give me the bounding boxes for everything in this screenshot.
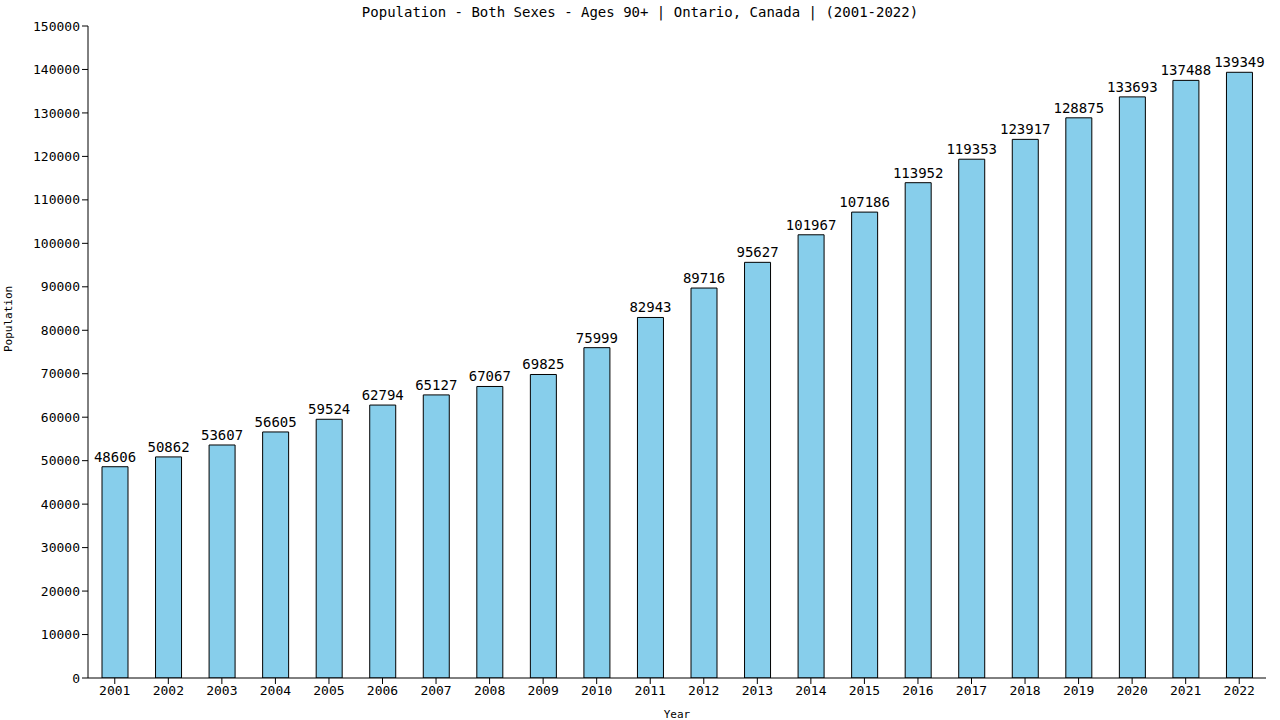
- html-text:Population - Both Sexes - Ages: Population - Both Sexes - Ages 90+ | Ont…: [361, 4, 919, 20]
- svg-text:2001: 2001: [99, 683, 130, 698]
- svg-text:60000: 60000: [41, 410, 80, 425]
- svg-text:2006: 2006: [367, 683, 398, 698]
- svg-text:0: 0: [72, 671, 80, 686]
- svg-text:48606: 48606: [94, 449, 136, 465]
- svg-text:140000: 140000: [33, 62, 80, 77]
- svg-text:113952: 113952: [893, 165, 944, 181]
- svg-text:67067: 67067: [469, 368, 511, 384]
- svg-text:150000: 150000: [33, 19, 80, 34]
- svg-text:123917: 123917: [1000, 121, 1051, 137]
- svg-text:90000: 90000: [41, 279, 80, 294]
- svg-text:2022: 2022: [1224, 683, 1255, 698]
- svg-text:53607: 53607: [201, 427, 243, 443]
- svg-text:50000: 50000: [41, 453, 80, 468]
- svg-text:139349: 139349: [1214, 54, 1265, 70]
- svg-text:119353: 119353: [946, 141, 997, 157]
- svg-text:2021: 2021: [1170, 683, 1201, 698]
- svg-text:2007: 2007: [420, 683, 451, 698]
- svg-text:137488: 137488: [1161, 62, 1212, 78]
- svg-text:101967: 101967: [786, 217, 837, 233]
- svg-text:2002: 2002: [153, 683, 184, 698]
- svg-text:40000: 40000: [41, 497, 80, 512]
- svg-text:2004: 2004: [260, 683, 291, 698]
- svg-text:2005: 2005: [313, 683, 344, 698]
- svg-text:62794: 62794: [362, 387, 404, 403]
- svg-text:2003: 2003: [206, 683, 237, 698]
- svg-text:95627: 95627: [736, 244, 778, 260]
- svg-text:2013: 2013: [742, 683, 773, 698]
- svg-text:107186: 107186: [839, 194, 890, 210]
- svg-text:2015: 2015: [849, 683, 880, 698]
- svg-text:2008: 2008: [474, 683, 505, 698]
- svg-text:2009: 2009: [527, 683, 558, 698]
- svg-text:75999: 75999: [576, 330, 618, 346]
- svg-text:130000: 130000: [33, 106, 80, 121]
- svg-text:59524: 59524: [308, 401, 350, 417]
- svg-text:50862: 50862: [147, 439, 189, 455]
- svg-text:2019: 2019: [1063, 683, 1094, 698]
- svg-text:2018: 2018: [1009, 683, 1040, 698]
- svg-text:2017: 2017: [956, 683, 987, 698]
- svg-text:80000: 80000: [41, 323, 80, 338]
- svg-text:Year: Year: [664, 708, 691, 720]
- svg-text:Population: Population: [8, 286, 15, 352]
- svg-text:82943: 82943: [629, 299, 671, 315]
- svg-text:69825: 69825: [522, 356, 564, 372]
- svg-text:30000: 30000: [41, 540, 80, 555]
- svg-text:2014: 2014: [795, 683, 826, 698]
- svg-text:65127: 65127: [415, 377, 457, 393]
- svg-text:2010: 2010: [581, 683, 612, 698]
- svg-text:56605: 56605: [255, 414, 297, 430]
- svg-text:2011: 2011: [635, 683, 666, 698]
- svg-text:120000: 120000: [33, 149, 80, 164]
- svg-text:128875: 128875: [1054, 100, 1105, 116]
- svg-text:2020: 2020: [1116, 683, 1147, 698]
- svg-text:89716: 89716: [683, 270, 725, 286]
- svg-text:100000: 100000: [33, 236, 80, 251]
- svg-text:20000: 20000: [41, 584, 80, 599]
- svg-text:110000: 110000: [33, 192, 80, 207]
- svg-text:133693: 133693: [1107, 79, 1158, 95]
- svg-text:70000: 70000: [41, 366, 80, 381]
- svg-text:10000: 10000: [41, 627, 80, 642]
- svg-text:2016: 2016: [902, 683, 933, 698]
- svg-text:2012: 2012: [688, 683, 719, 698]
